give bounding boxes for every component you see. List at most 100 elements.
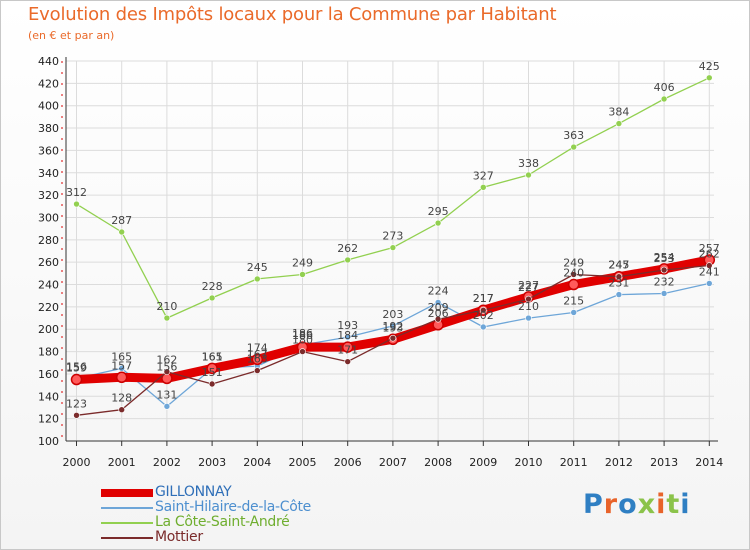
data-label: 257 bbox=[699, 242, 720, 255]
x-tick-label: 2003 bbox=[198, 456, 226, 469]
y-tick-label: 280 bbox=[38, 234, 59, 247]
data-label: 249 bbox=[292, 256, 313, 269]
data-label: 192 bbox=[382, 320, 403, 333]
legend-swatch bbox=[101, 489, 153, 497]
data-point bbox=[341, 341, 354, 353]
data-label: 384 bbox=[608, 106, 629, 119]
data-point bbox=[70, 373, 83, 386]
data-label: 338 bbox=[518, 157, 539, 170]
proxiti-logo: Proxiti bbox=[583, 489, 691, 520]
y-tick-label: 240 bbox=[38, 279, 59, 292]
data-label: 312 bbox=[66, 186, 87, 199]
chart-title: Evolution des Impôts locaux pour la Comm… bbox=[28, 4, 557, 25]
data-point bbox=[118, 406, 125, 414]
data-point bbox=[73, 411, 80, 419]
logo-letter: x bbox=[637, 489, 657, 520]
logo-letter: P bbox=[583, 489, 604, 520]
legend-swatch bbox=[101, 507, 153, 509]
data-label: 247 bbox=[608, 259, 629, 272]
legend-label: Saint-Hilaire-de-la-Côte bbox=[155, 499, 311, 515]
x-tick-label: 2005 bbox=[289, 456, 317, 469]
data-point bbox=[479, 323, 487, 331]
data-point bbox=[389, 334, 397, 342]
data-label: 210 bbox=[518, 300, 539, 313]
y-tick-label: 360 bbox=[38, 144, 59, 157]
data-point bbox=[251, 353, 264, 366]
x-tick-label: 2000 bbox=[63, 456, 91, 469]
data-label: 180 bbox=[292, 334, 313, 347]
data-point bbox=[615, 291, 623, 298]
data-label: 206 bbox=[428, 307, 449, 320]
data-label: 217 bbox=[473, 292, 494, 305]
data-label: 156 bbox=[156, 360, 177, 373]
data-label: 240 bbox=[563, 267, 584, 280]
data-label: 262 bbox=[337, 242, 358, 255]
data-point bbox=[118, 228, 125, 236]
data-label: 295 bbox=[428, 205, 449, 218]
data-point bbox=[570, 271, 578, 278]
data-point bbox=[479, 306, 487, 314]
legend-label: GILLONNAY bbox=[155, 484, 232, 500]
data-label: 227 bbox=[518, 281, 539, 294]
x-tick-label: 2012 bbox=[605, 456, 633, 469]
data-label: 202 bbox=[473, 309, 494, 322]
logo-letter: i bbox=[680, 489, 691, 520]
x-tick-label: 2010 bbox=[515, 456, 543, 469]
data-point bbox=[208, 294, 216, 302]
data-point bbox=[525, 314, 532, 322]
y-tick-label: 400 bbox=[38, 100, 59, 113]
data-label: 425 bbox=[699, 60, 720, 73]
data-point bbox=[705, 280, 713, 287]
grid bbox=[66, 60, 714, 442]
y-tick-label: 320 bbox=[38, 189, 59, 202]
data-point bbox=[344, 333, 352, 341]
data-label: 203 bbox=[382, 308, 403, 321]
data-label: 227 bbox=[518, 279, 539, 292]
data-point bbox=[434, 219, 442, 227]
data-point bbox=[163, 368, 171, 376]
data-point bbox=[206, 362, 218, 375]
data-label: 171 bbox=[337, 344, 358, 357]
data-point bbox=[570, 143, 578, 151]
data-label: 228 bbox=[202, 280, 223, 293]
x-tick-label: 2004 bbox=[243, 456, 271, 469]
data-label: 186 bbox=[292, 327, 313, 340]
data-point bbox=[253, 275, 261, 283]
y-tick-label: 440 bbox=[38, 55, 59, 68]
x-tick-label: 2006 bbox=[334, 456, 362, 469]
y-tick-label: 380 bbox=[38, 122, 59, 135]
x-tick-label: 2011 bbox=[560, 456, 588, 469]
data-label: 363 bbox=[563, 129, 584, 142]
data-label: 241 bbox=[699, 265, 720, 278]
data-point bbox=[163, 403, 171, 410]
data-point bbox=[705, 262, 713, 269]
data-point bbox=[253, 367, 261, 374]
data-label: 131 bbox=[156, 388, 177, 401]
data-point bbox=[299, 271, 306, 278]
data-point bbox=[115, 371, 128, 384]
y-tick-label: 420 bbox=[38, 77, 59, 90]
data-label: 174 bbox=[247, 341, 268, 354]
y-tick-label: 220 bbox=[38, 301, 59, 314]
data-point bbox=[389, 244, 397, 251]
logo-letter: o bbox=[618, 489, 638, 520]
data-label: 210 bbox=[156, 300, 177, 313]
data-point bbox=[615, 120, 623, 127]
data-point bbox=[479, 183, 487, 191]
data-label: 245 bbox=[608, 259, 629, 272]
data-point bbox=[660, 95, 668, 103]
data-label: 215 bbox=[563, 294, 584, 307]
chart-subtitle: (en € et par an) bbox=[28, 29, 115, 42]
data-label: 231 bbox=[608, 277, 629, 290]
data-label: 159 bbox=[66, 362, 87, 375]
data-point bbox=[344, 358, 352, 365]
data-label: 161 bbox=[202, 350, 223, 363]
data-point bbox=[299, 348, 306, 355]
data-label: 163 bbox=[247, 353, 268, 366]
y-tick-label: 140 bbox=[38, 390, 59, 403]
data-label: 224 bbox=[428, 284, 449, 297]
data-label: 193 bbox=[337, 319, 358, 332]
data-point bbox=[615, 273, 623, 281]
legend-label: Mottier bbox=[155, 529, 203, 545]
